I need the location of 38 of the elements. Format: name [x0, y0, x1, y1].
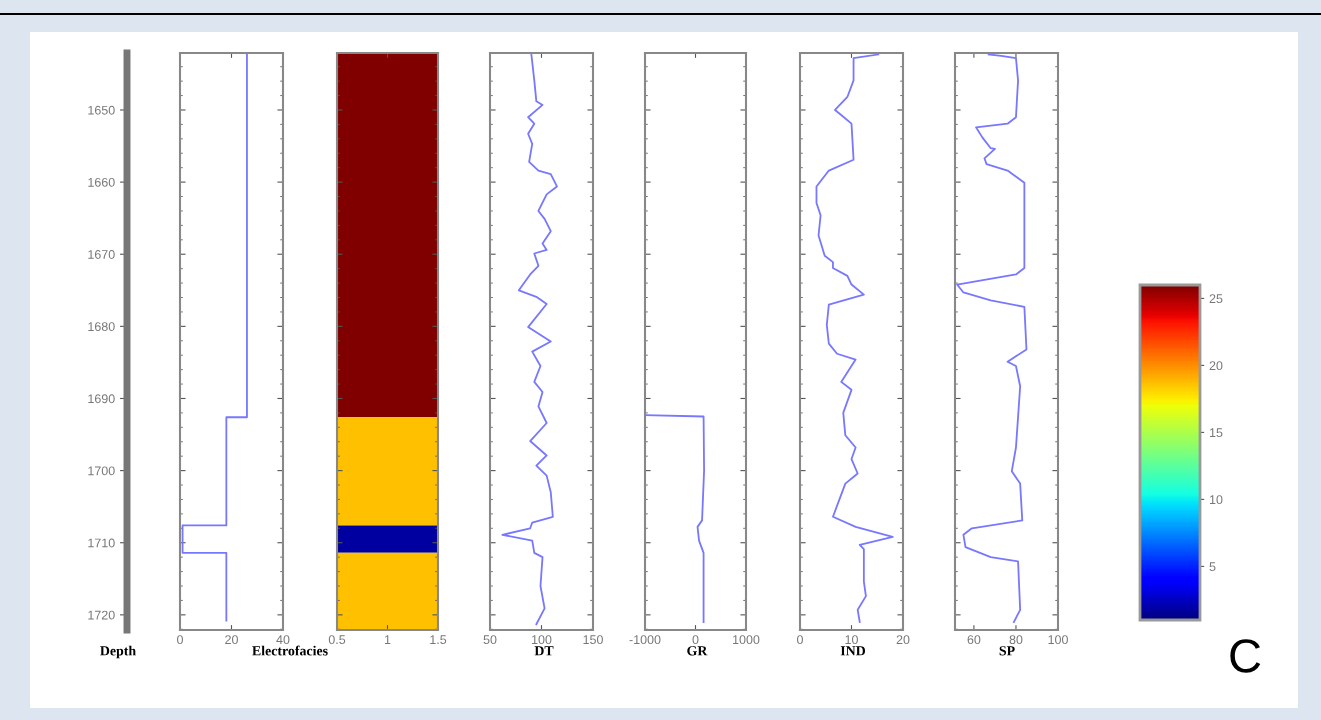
color-bar-label: 10 [1209, 495, 1223, 505]
y-tick-label: 1650 [88, 105, 115, 115]
x-axis-title: GR [687, 646, 708, 656]
x-tick-label: 20 [896, 635, 910, 645]
x-tick-label: 150 [583, 635, 603, 645]
x-tick-label: 80 [1009, 635, 1023, 645]
x-tick-label: -1000 [629, 635, 661, 645]
x-tick-label: 10 [845, 635, 858, 645]
x-tick-label: 50 [483, 635, 497, 645]
x-axis-title: DT [534, 646, 554, 656]
x-tick-label: 1.5 [430, 635, 447, 645]
x-tick-label: 100 [532, 635, 552, 645]
color-bar-label: 20 [1209, 361, 1223, 371]
color-bar-label: 25 [1209, 294, 1223, 304]
x-tick-label: 0 [692, 635, 699, 645]
y-tick-label: 1680 [88, 322, 115, 332]
y-tick-label: 1660 [88, 177, 115, 187]
color-bar-label: 5 [1209, 562, 1216, 572]
y-tick-label: 1720 [88, 610, 115, 620]
text: C [1230, 639, 1261, 673]
x-tick-label: 40 [276, 635, 290, 645]
y-tick-label: 1670 [88, 250, 115, 259]
color-bar-label: 15 [1209, 428, 1223, 438]
x-tick-label: 20 [225, 635, 238, 645]
y-axis-title: Depth [100, 645, 136, 659]
x-tick-label: 0 [177, 635, 183, 645]
y-tick-label: 1690 [88, 394, 115, 404]
x-tick-label: 0.5 [328, 635, 346, 645]
y-tick-label: 1710 [88, 538, 115, 548]
y-tick-label: 1700 [88, 466, 115, 476]
x-tick-label: 1000 [733, 635, 760, 645]
x-axis-title: Electrofacies [252, 645, 328, 656]
x-tick-label: 1 [384, 635, 391, 644]
x-tick-label: 60 [967, 635, 981, 645]
x-axis-title: SP [999, 646, 1015, 656]
x-tick-label: 100 [1048, 635, 1068, 645]
x-axis-title: IND [840, 646, 866, 656]
x-tick-label: 0 [797, 635, 803, 645]
